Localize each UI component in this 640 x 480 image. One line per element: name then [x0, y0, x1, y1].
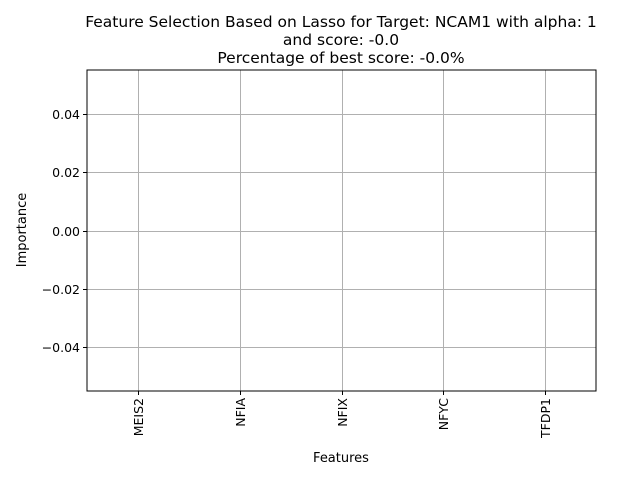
x-tick-label: NFIX — [335, 398, 350, 427]
chart-title: Feature Selection Based on Lasso for Tar… — [85, 13, 597, 67]
y-axis-label: Importance — [15, 193, 30, 268]
chart-title-line-3: Percentage of best score: -0.0% — [217, 49, 464, 67]
y-tick-label: 0.02 — [52, 165, 80, 180]
grid-lines — [87, 70, 596, 391]
plot-area-frame — [86, 69, 597, 392]
x-axis-ticks: MEIS2 NFIA NFIX NFYC TFDP1 — [131, 391, 553, 439]
y-tick-label: 0.00 — [52, 224, 80, 239]
x-tick-label: NFIA — [233, 398, 248, 427]
x-axis-label: Features — [313, 451, 369, 466]
chart-title-line-1: Feature Selection Based on Lasso for Tar… — [85, 13, 597, 31]
x-tick-label: TFDP1 — [538, 398, 553, 439]
y-axis-ticks: −0.04 −0.02 0.00 0.02 0.04 — [42, 107, 87, 355]
y-tick-label: −0.04 — [42, 340, 80, 355]
y-tick-label: 0.04 — [52, 107, 80, 122]
chart-title-line-2: and score: -0.0 — [283, 31, 399, 49]
x-tick-label: MEIS2 — [131, 398, 146, 436]
x-tick-label: NFYC — [436, 398, 451, 430]
y-tick-label: −0.02 — [42, 282, 80, 297]
